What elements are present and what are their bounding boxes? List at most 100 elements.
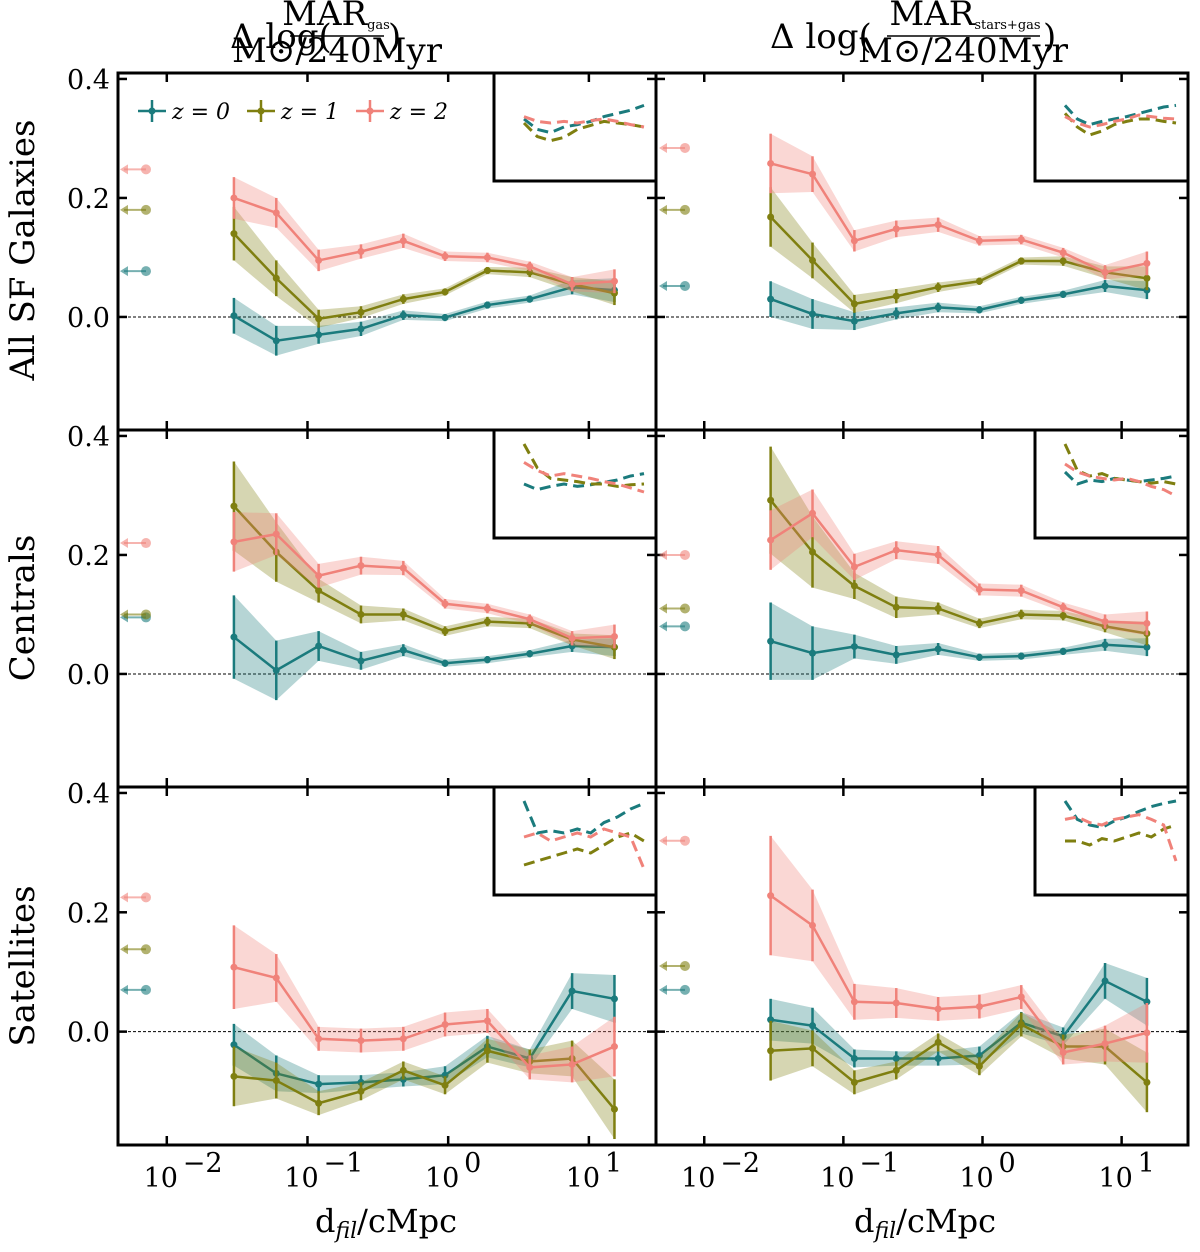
inset-frame bbox=[1033, 430, 1188, 540]
legend-item-z-0: z = 0 bbox=[138, 100, 230, 125]
y-tick-label: 0.2 bbox=[67, 898, 110, 929]
data-point bbox=[357, 248, 365, 255]
data-point bbox=[441, 252, 449, 260]
data-point bbox=[483, 605, 491, 612]
reference-arrow-head bbox=[659, 984, 667, 995]
x-tick-label: 10 bbox=[959, 1163, 993, 1194]
data-point bbox=[850, 1054, 858, 1062]
series-z-1 bbox=[120, 944, 618, 1140]
data-point bbox=[809, 256, 817, 264]
data-point bbox=[767, 637, 775, 645]
data-point bbox=[483, 1047, 491, 1055]
panel-3-1: 10 −2 10 −1 10 0 10 10.00.20.4 bbox=[67, 779, 658, 1194]
data-point bbox=[850, 1078, 858, 1086]
series-line bbox=[233, 196, 615, 286]
data-point bbox=[315, 331, 323, 339]
series-z-2 bbox=[659, 133, 1151, 280]
data-point bbox=[1101, 641, 1109, 649]
error-band bbox=[770, 280, 1147, 331]
data-point bbox=[850, 582, 858, 590]
data-point bbox=[934, 551, 942, 559]
data-point bbox=[850, 563, 858, 571]
data-point bbox=[1017, 610, 1025, 618]
inset-plot bbox=[1063, 443, 1177, 498]
x-tick-label: 10 bbox=[1098, 1163, 1132, 1194]
data-point bbox=[399, 1066, 407, 1074]
series-z-1 bbox=[120, 204, 618, 328]
data-point bbox=[315, 1035, 323, 1043]
inset-line-z-1 bbox=[523, 831, 645, 867]
inset-line-z-1 bbox=[1065, 823, 1177, 847]
reference-arrow-head bbox=[120, 266, 128, 277]
error-band bbox=[233, 1038, 615, 1140]
legend-marker bbox=[257, 107, 265, 115]
inset-plot bbox=[1063, 799, 1178, 862]
data-point bbox=[975, 306, 983, 314]
error-band bbox=[770, 602, 1147, 680]
x-tick-exponent: −2 bbox=[183, 1148, 223, 1179]
data-point bbox=[1101, 282, 1109, 290]
data-point bbox=[934, 1038, 942, 1046]
data-point bbox=[357, 1087, 365, 1095]
data-point bbox=[767, 1016, 775, 1024]
series-line bbox=[770, 162, 1148, 274]
data-point bbox=[399, 311, 407, 319]
svg-text:M⊙/240Myr: M⊙/240Myr bbox=[232, 31, 443, 71]
data-point bbox=[809, 310, 817, 318]
series-line bbox=[769, 511, 1147, 625]
data-point bbox=[1017, 257, 1025, 265]
error-band bbox=[233, 925, 615, 1083]
inset-line-z-2 bbox=[523, 115, 645, 129]
error-band bbox=[233, 595, 615, 701]
inset-line-z-2 bbox=[523, 827, 646, 870]
series-line bbox=[770, 640, 1147, 659]
data-point bbox=[568, 987, 576, 995]
reference-arrow-head bbox=[659, 549, 667, 560]
y-tick-label: 0.2 bbox=[67, 541, 110, 572]
error-band bbox=[233, 973, 615, 1094]
data-point bbox=[483, 656, 491, 664]
series-line bbox=[233, 532, 615, 640]
data-point bbox=[315, 1080, 323, 1088]
series-line bbox=[233, 505, 615, 649]
data-point bbox=[441, 1071, 449, 1079]
data-point bbox=[934, 283, 942, 291]
data-point bbox=[934, 1054, 942, 1062]
data-point bbox=[934, 1005, 942, 1013]
panels-layer: 0.00.20.40.00.20.410 −2 10 −1 10 0 10 10.00.20.… bbox=[67, 65, 1190, 1194]
data-point bbox=[610, 1105, 618, 1113]
x-tick-label: 10 bbox=[820, 1163, 854, 1194]
y-tick-label: 0.4 bbox=[67, 422, 110, 453]
error-band bbox=[770, 489, 1147, 636]
data-point bbox=[1059, 290, 1067, 298]
inset-line-z-1 bbox=[1063, 112, 1177, 137]
data-point bbox=[526, 262, 534, 270]
data-point bbox=[315, 587, 323, 595]
x-tick-exponent: 0 bbox=[998, 1148, 1015, 1179]
data-point bbox=[568, 1060, 576, 1068]
data-point bbox=[892, 999, 900, 1007]
inset-line-z-0 bbox=[522, 800, 645, 835]
data-point bbox=[892, 292, 900, 300]
x-axis-label-left: dfil/cMpc bbox=[315, 1202, 457, 1244]
data-point bbox=[809, 649, 817, 657]
data-point bbox=[441, 314, 449, 322]
legend-marker bbox=[148, 107, 156, 115]
data-point bbox=[892, 603, 900, 611]
data-point bbox=[272, 530, 280, 538]
data-point bbox=[1059, 257, 1067, 265]
data-point bbox=[1143, 643, 1151, 651]
data-point bbox=[230, 1072, 238, 1080]
data-point bbox=[892, 309, 900, 317]
x-tick-label: 10 bbox=[284, 1163, 318, 1194]
series-line bbox=[770, 284, 1148, 323]
x-tick-label: 10 bbox=[566, 1163, 600, 1194]
data-point bbox=[441, 659, 449, 667]
col-title-prefix: Δ log( bbox=[770, 17, 872, 57]
data-point bbox=[315, 256, 323, 264]
error-band bbox=[770, 446, 1147, 646]
data-point bbox=[975, 1003, 983, 1011]
data-point bbox=[230, 502, 238, 510]
data-point bbox=[230, 230, 238, 238]
